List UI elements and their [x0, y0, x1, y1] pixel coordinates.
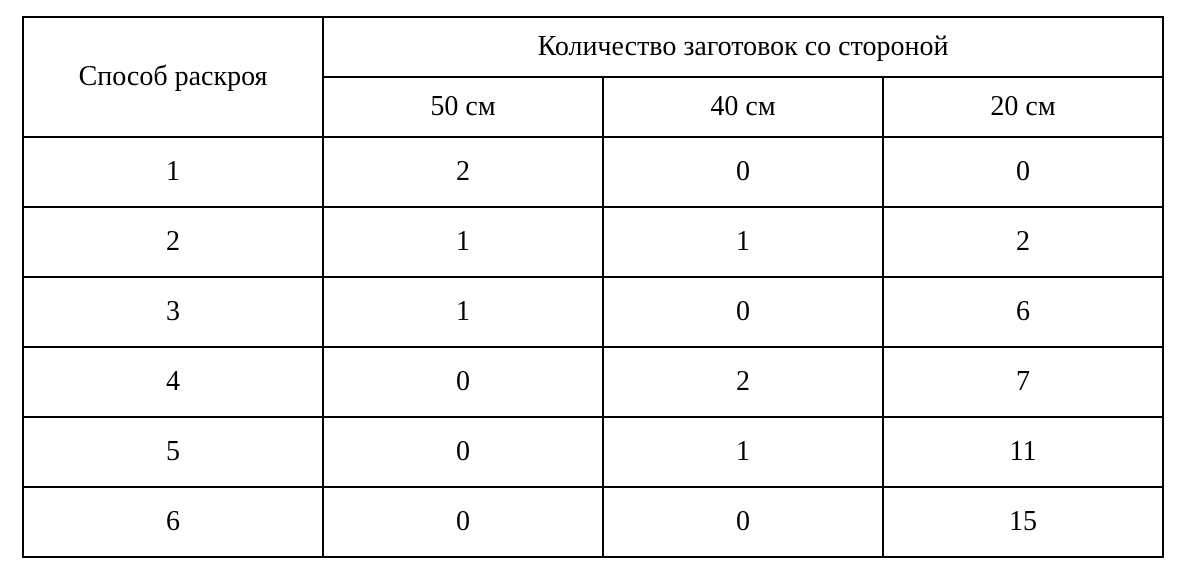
- cell-value: 0: [323, 347, 603, 417]
- cell-value: 2: [603, 347, 883, 417]
- table-row: 4 0 2 7: [23, 347, 1163, 417]
- header-method: Способ раскроя: [23, 17, 323, 137]
- cell-method: 6: [23, 487, 323, 557]
- cell-value: 2: [883, 207, 1163, 277]
- table-row: 3 1 0 6: [23, 277, 1163, 347]
- cell-method: 2: [23, 207, 323, 277]
- header-group: Количество заготовок со стороной: [323, 17, 1163, 77]
- table-row: 1 2 0 0: [23, 137, 1163, 207]
- cell-value: 6: [883, 277, 1163, 347]
- cell-value: 0: [883, 137, 1163, 207]
- cell-method: 3: [23, 277, 323, 347]
- cell-value: 2: [323, 137, 603, 207]
- header-size-50: 50 см: [323, 77, 603, 137]
- cell-value: 1: [603, 207, 883, 277]
- table-row: 2 1 1 2: [23, 207, 1163, 277]
- table-row: 5 0 1 11: [23, 417, 1163, 487]
- cell-value: 0: [603, 137, 883, 207]
- header-size-20: 20 см: [883, 77, 1163, 137]
- table-row: 6 0 0 15: [23, 487, 1163, 557]
- cell-value: 11: [883, 417, 1163, 487]
- cell-value: 0: [603, 277, 883, 347]
- cell-value: 0: [323, 487, 603, 557]
- cell-method: 1: [23, 137, 323, 207]
- cell-method: 4: [23, 347, 323, 417]
- cell-value: 1: [323, 207, 603, 277]
- cell-value: 0: [323, 417, 603, 487]
- header-size-40: 40 см: [603, 77, 883, 137]
- cell-value: 1: [603, 417, 883, 487]
- cell-method: 5: [23, 417, 323, 487]
- cell-value: 15: [883, 487, 1163, 557]
- cutting-methods-table: Способ раскроя Количество заготовок со с…: [22, 16, 1164, 558]
- cell-value: 1: [323, 277, 603, 347]
- cell-value: 7: [883, 347, 1163, 417]
- cell-value: 0: [603, 487, 883, 557]
